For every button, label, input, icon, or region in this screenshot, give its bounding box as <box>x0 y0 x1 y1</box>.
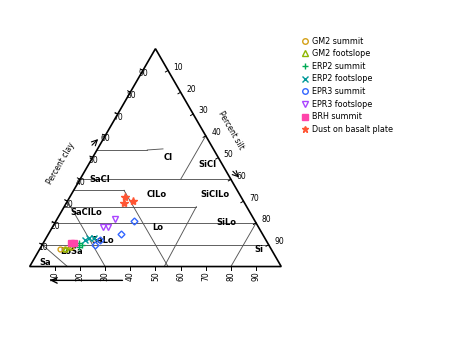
Text: LoSa: LoSa <box>60 247 83 256</box>
Text: 60: 60 <box>236 172 245 181</box>
Text: 60: 60 <box>101 135 110 143</box>
Text: 30: 30 <box>198 106 208 115</box>
Text: 50: 50 <box>88 156 98 165</box>
Text: 50: 50 <box>151 271 160 281</box>
Text: 20: 20 <box>186 85 195 94</box>
Text: 70: 70 <box>201 271 210 281</box>
Text: Sa: Sa <box>39 258 51 267</box>
Text: 10: 10 <box>38 244 48 252</box>
Text: SiLo: SiLo <box>216 218 235 227</box>
Text: Percent clay: Percent clay <box>46 141 77 186</box>
Text: 40: 40 <box>125 271 134 281</box>
Text: 70: 70 <box>249 194 258 203</box>
Legend: GM2 summit, GM2 footslope, ERP2 summit, ERP2 footslope, EPR3 summit, EPR3 footsl: GM2 summit, GM2 footslope, ERP2 summit, … <box>300 36 392 134</box>
Text: Si: Si <box>253 245 262 254</box>
Text: 10: 10 <box>173 63 183 72</box>
Text: 10: 10 <box>50 271 59 281</box>
Text: SiClLo: SiClLo <box>199 190 229 199</box>
Text: 50: 50 <box>223 150 233 159</box>
Text: 90: 90 <box>251 271 260 281</box>
Text: 20: 20 <box>51 222 60 230</box>
Text: 20: 20 <box>75 271 84 281</box>
Text: 60: 60 <box>176 271 185 281</box>
Text: SaCl: SaCl <box>90 175 110 184</box>
Text: 70: 70 <box>113 113 123 122</box>
Text: 80: 80 <box>226 271 235 281</box>
Text: SaClLo: SaClLo <box>70 207 102 217</box>
Text: 80: 80 <box>261 215 271 224</box>
Text: Lo: Lo <box>152 223 163 232</box>
Text: Cl: Cl <box>163 153 172 162</box>
Text: SaLo: SaLo <box>91 236 114 245</box>
Text: SiCl: SiCl <box>198 160 216 169</box>
Text: ClLo: ClLo <box>146 190 166 199</box>
Text: Percent silt: Percent silt <box>216 110 245 152</box>
Text: 30: 30 <box>63 200 73 209</box>
Text: 30: 30 <box>101 271 110 281</box>
Text: 90: 90 <box>273 237 283 246</box>
Text: 40: 40 <box>211 128 221 137</box>
Text: 90: 90 <box>138 69 148 78</box>
Text: 40: 40 <box>75 178 85 187</box>
Text: 80: 80 <box>126 91 135 100</box>
